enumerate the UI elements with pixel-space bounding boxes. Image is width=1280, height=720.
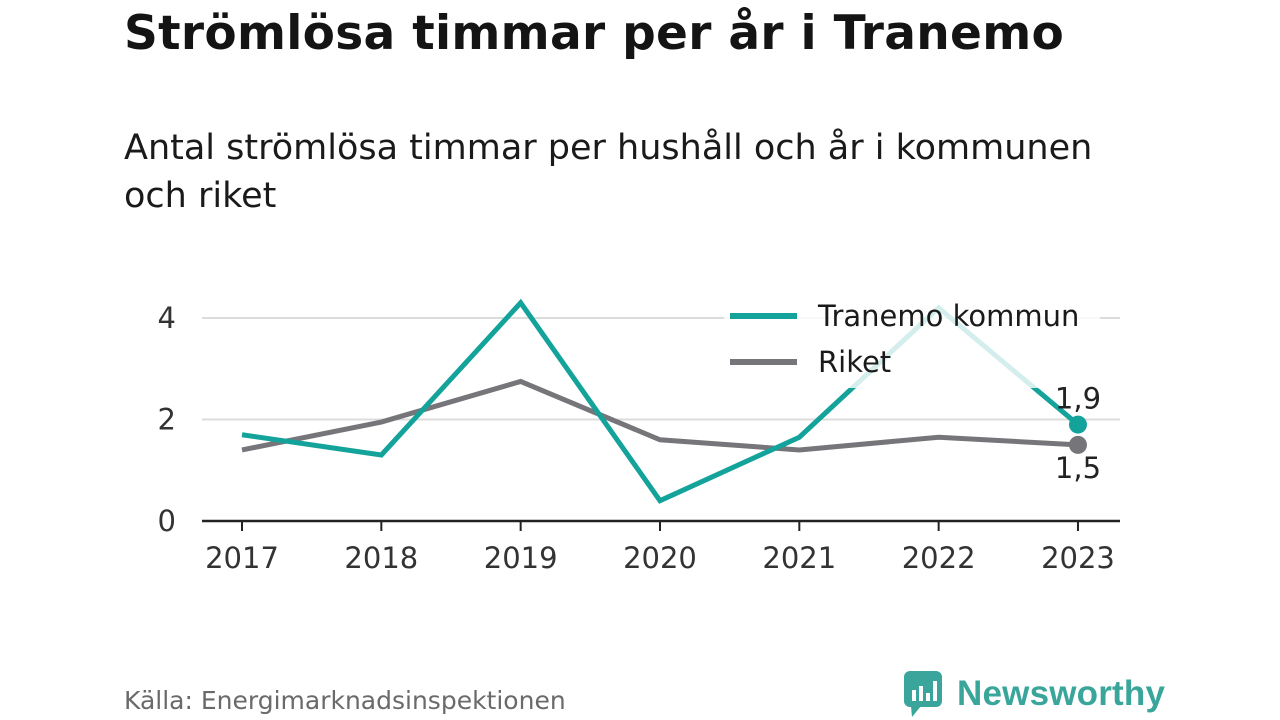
legend-background bbox=[724, 296, 1100, 388]
x-tick-label: 2022 bbox=[902, 541, 976, 575]
source-note: Källa: Energimarknadsinspektionen bbox=[124, 686, 566, 715]
newsworthy-logo-icon bbox=[904, 671, 942, 717]
y-tick-label: 2 bbox=[158, 403, 176, 437]
legend-label: Tranemo kommun bbox=[817, 299, 1079, 333]
chart-subtitle: Antal strömlösa timmar per hushåll och å… bbox=[124, 128, 1093, 216]
chart-title: Strömlösa timmar per år i Tranemo bbox=[124, 6, 1065, 61]
riket-end-point bbox=[1068, 435, 1087, 454]
y-tick-label: 0 bbox=[158, 504, 176, 538]
legend-label: Riket bbox=[818, 345, 891, 379]
riket-line bbox=[241, 378, 1079, 453]
brand: Newsworthy bbox=[903, 670, 1165, 718]
riket-end-label: 1,5 bbox=[1055, 451, 1101, 485]
x-tick-label: 2023 bbox=[1041, 541, 1115, 575]
x-tick-label: 2020 bbox=[623, 541, 697, 575]
tranemo-end-point bbox=[1068, 415, 1087, 434]
x-tick-label: 2018 bbox=[344, 541, 418, 575]
tranemo-end-label: 1,9 bbox=[1055, 382, 1101, 416]
x-tick-label: 2019 bbox=[484, 541, 558, 575]
x-tick-label: 2017 bbox=[205, 541, 279, 575]
y-tick-label: 4 bbox=[158, 301, 176, 335]
brand-name: Newsworthy bbox=[957, 674, 1166, 713]
x-tick-label: 2021 bbox=[762, 541, 836, 575]
